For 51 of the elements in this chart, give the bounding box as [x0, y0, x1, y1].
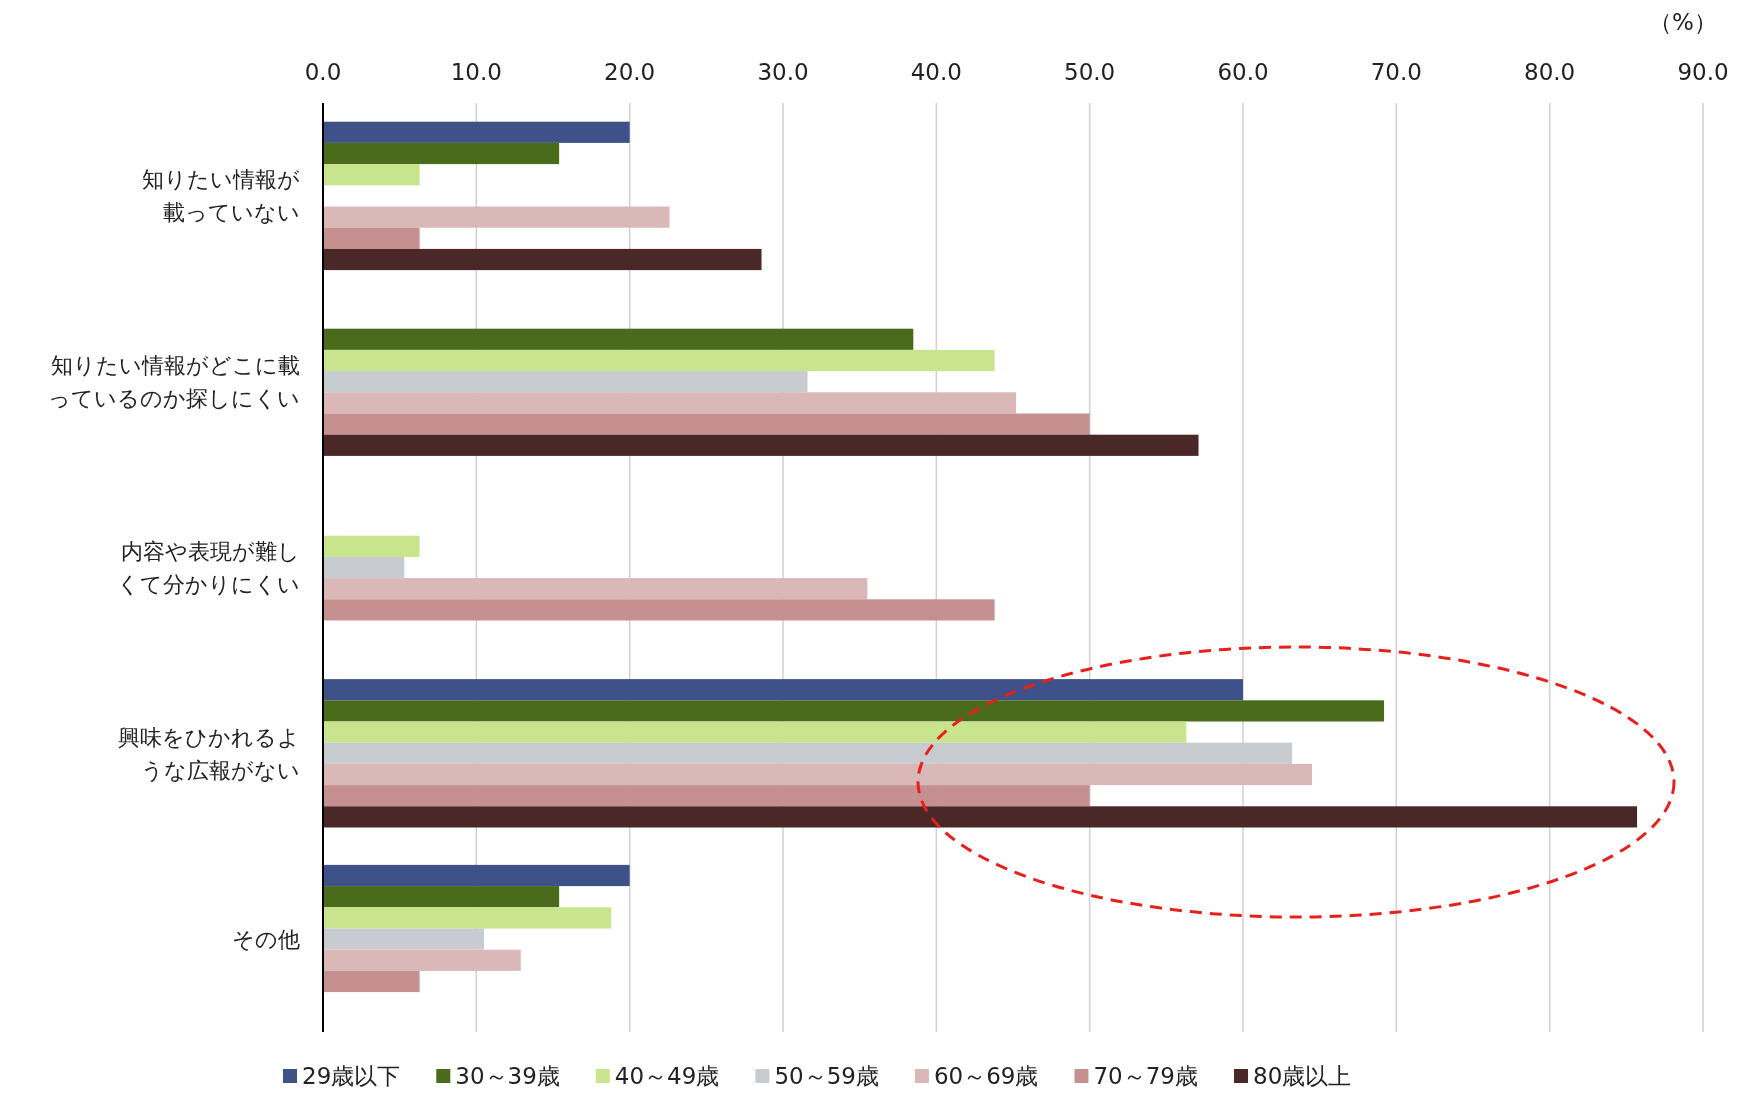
bar — [323, 785, 1090, 807]
x-tick-label: 0.0 — [304, 59, 342, 85]
legend-label: 80歳以上 — [1253, 1063, 1352, 1089]
bar — [323, 535, 420, 557]
bar — [323, 371, 808, 393]
bar — [323, 578, 868, 600]
legend-label: 40～49歳 — [614, 1063, 720, 1089]
x-tick-label: 60.0 — [1217, 59, 1269, 85]
bar — [323, 928, 484, 950]
legend-label: 70～79歳 — [1093, 1063, 1199, 1089]
y-tick-label: その他 — [232, 927, 300, 953]
x-tick-label: 10.0 — [450, 59, 502, 85]
bar — [323, 349, 995, 372]
legend-label: 60～69歳 — [933, 1063, 1039, 1089]
bar — [323, 227, 420, 249]
bar — [323, 248, 762, 271]
bar — [323, 763, 1312, 786]
bar — [323, 721, 1187, 743]
y-tick-label: 興味をひかれるような広報がない — [118, 724, 300, 783]
x-axis-title: （%） — [1649, 9, 1717, 35]
y-tick-label: 知りたい情報が載っていない — [142, 167, 300, 226]
bar — [323, 121, 630, 143]
bar — [323, 434, 1199, 456]
bar — [323, 679, 1243, 701]
x-tick-label: 30.0 — [757, 59, 809, 85]
bar — [323, 949, 521, 971]
bar — [323, 907, 612, 929]
bar — [323, 328, 914, 350]
y-tick-label: 知りたい情報がどこに載っているのか探しにくい — [48, 353, 300, 412]
legend-label: 30～39歳 — [455, 1063, 560, 1089]
bar — [323, 886, 560, 908]
bar — [323, 413, 1090, 435]
x-tick-label: 20.0 — [604, 59, 656, 85]
bar — [323, 164, 420, 186]
legend-label: 50～59歳 — [774, 1063, 879, 1089]
bar — [323, 599, 995, 621]
x-tick-label: 80.0 — [1524, 59, 1576, 85]
y-tick-label: 内容や表現が難しくて分かりにくい — [117, 539, 300, 597]
bar — [323, 206, 670, 228]
bar — [323, 142, 560, 165]
bar — [323, 700, 1385, 722]
x-tick-label: 90.0 — [1677, 59, 1729, 85]
x-tick-label: 70.0 — [1370, 59, 1422, 85]
bar — [323, 970, 420, 993]
bar — [323, 392, 1017, 414]
bar — [323, 806, 1638, 828]
x-tick-label: 40.0 — [910, 59, 962, 85]
bar — [323, 556, 405, 579]
bar — [323, 864, 630, 887]
legend-label: 29歳以下 — [302, 1063, 401, 1089]
x-tick-label: 50.0 — [1064, 59, 1116, 85]
